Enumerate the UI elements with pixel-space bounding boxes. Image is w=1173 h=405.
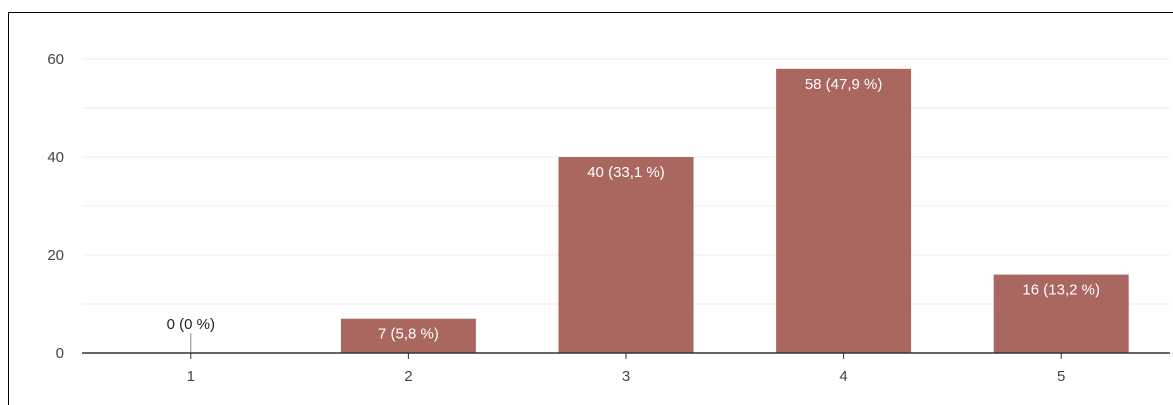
bar-data-label: 7 (5,8 %)	[378, 326, 439, 343]
y-tick-label: 60	[47, 51, 64, 68]
bar-data-label: 40 (33,1 %)	[587, 164, 665, 181]
x-tick-label: 2	[404, 368, 412, 385]
x-tick-label: 3	[622, 368, 630, 385]
chart-frame	[8, 12, 1173, 405]
bar	[558, 157, 694, 353]
bar-data-label: 0 (0 %)	[167, 316, 215, 333]
x-tick-label: 1	[187, 368, 195, 385]
bar-data-label: 58 (47,9 %)	[805, 76, 883, 93]
bar	[993, 274, 1129, 353]
bar	[776, 68, 912, 354]
bar-data-label: 16 (13,2 %)	[1022, 282, 1100, 299]
x-tick-label: 4	[839, 368, 847, 385]
y-tick-label: 20	[47, 247, 64, 264]
bar	[340, 318, 476, 353]
y-tick-label: 40	[47, 149, 64, 166]
x-tick-label: 5	[1057, 368, 1065, 385]
y-tick-label: 0	[56, 345, 64, 362]
